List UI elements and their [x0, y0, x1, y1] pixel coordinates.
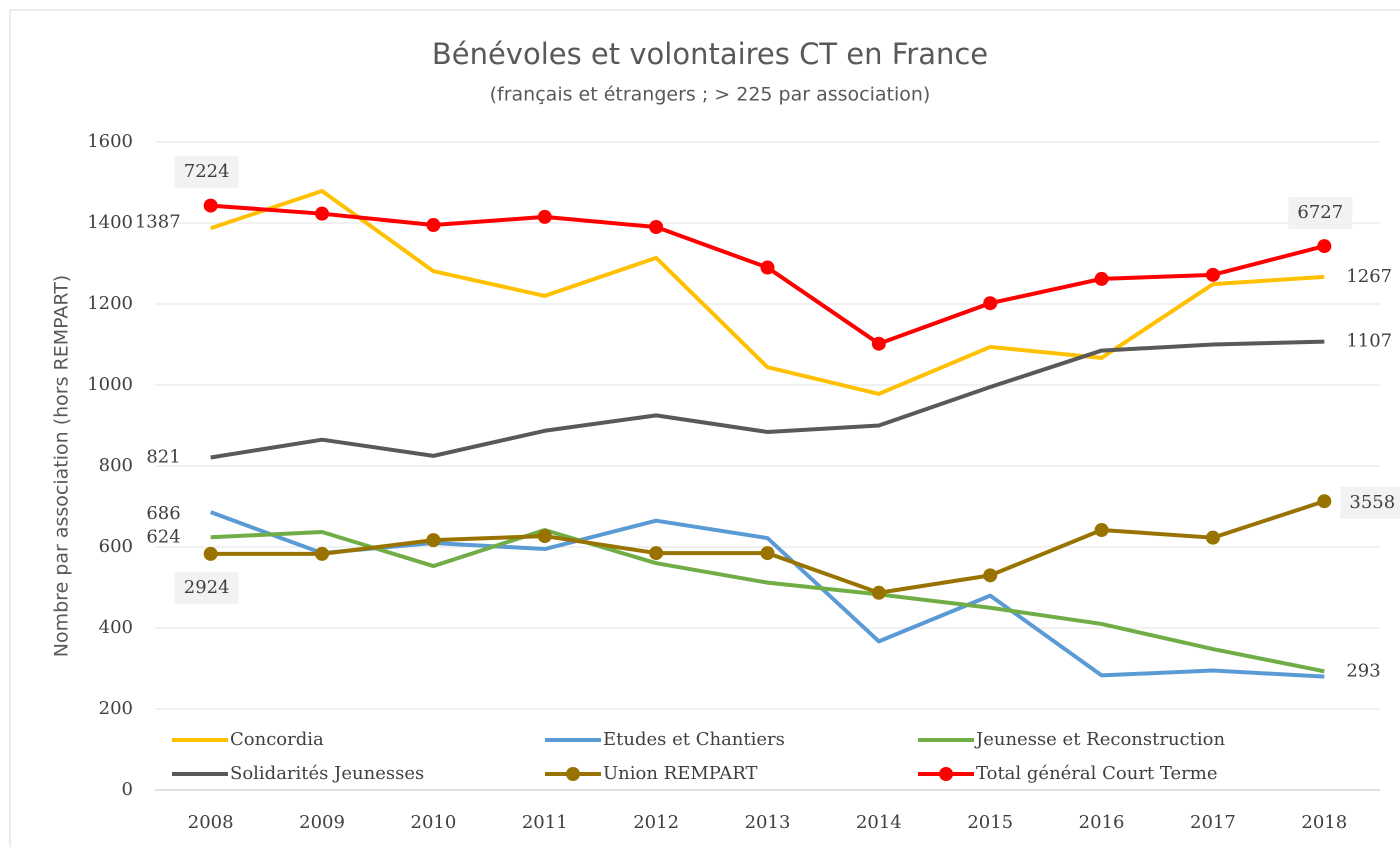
x-tick-label: 2012 [633, 812, 679, 833]
legend-marker [939, 767, 953, 781]
point-marker [871, 336, 886, 351]
y-tick-label: 400 [99, 617, 133, 638]
y-tick-label: 1200 [87, 293, 133, 314]
y-tick-label: 800 [99, 455, 133, 476]
data-label: 1387 [135, 211, 181, 232]
legend-label: Etudes et Chantiers [603, 729, 785, 750]
legend-marker [566, 767, 580, 781]
chart-frame [9, 9, 1400, 847]
data-label: 1267 [1346, 266, 1392, 287]
y-tick-label: 200 [99, 698, 133, 719]
point-marker [1317, 239, 1332, 254]
legend-label: Solidarités Jeunesses [230, 763, 424, 784]
point-marker [203, 546, 218, 561]
chart-title: Bénévoles et volontaires CT en France [432, 37, 988, 71]
point-marker [1094, 522, 1109, 537]
data-label: 624 [146, 526, 180, 547]
y-tick-label: 1600 [87, 131, 133, 152]
point-marker [983, 296, 998, 311]
point-marker [203, 198, 218, 213]
x-tick-label: 2018 [1301, 812, 1347, 833]
point-marker [1205, 530, 1220, 545]
point-marker [537, 529, 552, 544]
x-tick-label: 2015 [967, 812, 1013, 833]
data-label: 1107 [1346, 331, 1392, 352]
x-tick-label: 2011 [522, 812, 568, 833]
x-tick-label: 2014 [856, 812, 902, 833]
x-tick-label: 2017 [1190, 812, 1236, 833]
y-tick-label: 0 [122, 779, 133, 800]
series-line [210, 339, 1325, 460]
point-marker [1094, 271, 1109, 286]
legend-label: Concordia [230, 729, 324, 750]
point-marker [649, 220, 664, 235]
point-marker [426, 218, 441, 233]
point-marker [649, 546, 664, 561]
point-marker [426, 533, 441, 548]
x-tick-label: 2016 [1079, 812, 1125, 833]
annotation-box [174, 572, 239, 604]
data-label: 686 [146, 503, 180, 524]
point-marker [537, 209, 552, 224]
y-tick-label: 1400 [87, 212, 133, 233]
y-tick-label: 1000 [87, 374, 133, 395]
point-marker [871, 585, 886, 600]
point-marker [1317, 494, 1332, 509]
point-marker [983, 568, 998, 583]
annotation: 7224 [184, 161, 230, 182]
point-marker [1205, 267, 1220, 282]
annotation-box [1340, 487, 1400, 519]
annotation: 3558 [1349, 492, 1395, 513]
legend-label: Jeunesse et Reconstruction [974, 729, 1225, 750]
y-axis-label: Nombre par association (hors REMPART) [51, 275, 73, 657]
annotation: 6727 [1297, 202, 1343, 223]
point-marker [760, 260, 775, 275]
x-tick-label: 2008 [188, 812, 234, 833]
data-label: 821 [146, 446, 180, 467]
chart-subtitle: (français et étrangers ; > 225 par assoc… [490, 84, 931, 106]
point-marker [315, 206, 330, 221]
annotation: 2924 [184, 577, 230, 598]
series-line [210, 189, 1325, 396]
legend-label: Union REMPART [603, 763, 758, 784]
point-marker [760, 546, 775, 561]
x-tick-label: 2013 [745, 812, 791, 833]
x-tick-label: 2010 [411, 812, 457, 833]
annotation-box [174, 156, 239, 188]
annotation-box [1288, 197, 1353, 229]
series-line [210, 527, 1325, 674]
point-marker [315, 546, 330, 561]
data-label: 293 [1346, 660, 1380, 681]
y-tick-label: 600 [99, 536, 133, 557]
legend-label: Total général Court Terme [976, 763, 1217, 784]
x-tick-label: 2009 [299, 812, 345, 833]
